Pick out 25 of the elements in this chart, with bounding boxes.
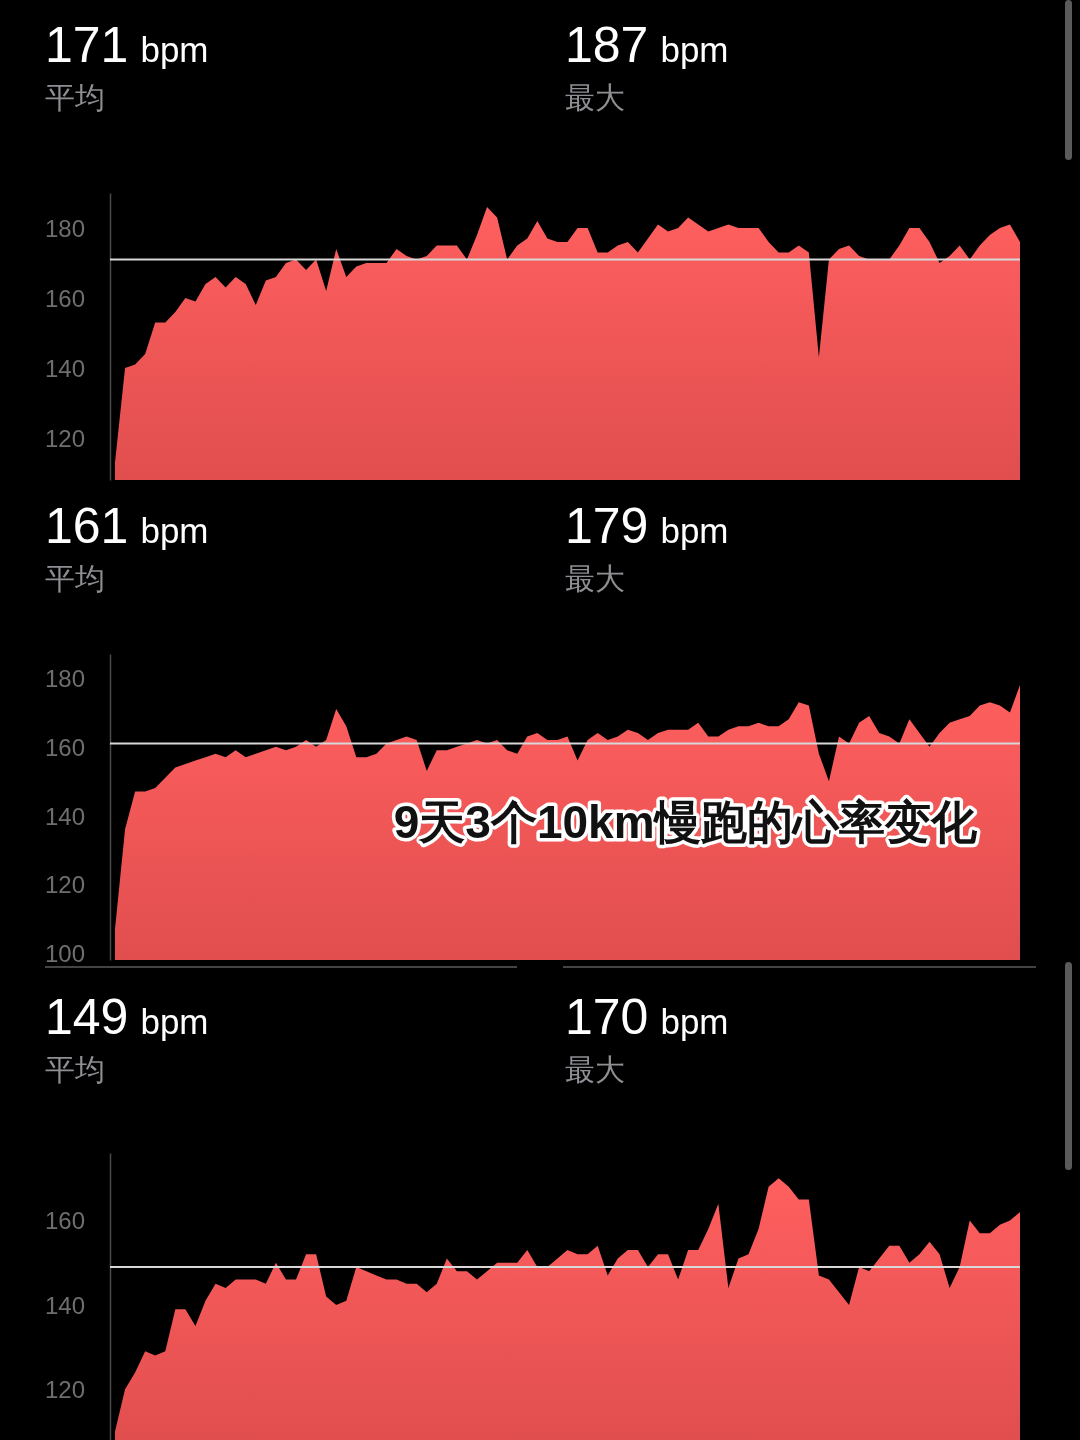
text: 149 bpm xyxy=(45,989,209,1045)
text: 平均 xyxy=(45,81,105,114)
text: 最大 xyxy=(565,81,625,114)
y-tick-label: 160 xyxy=(45,733,86,761)
text: 170 bpm xyxy=(565,989,729,1045)
y-tick-label: 180 xyxy=(45,214,86,242)
text: 平均 xyxy=(45,562,105,595)
text: 187 bpm xyxy=(565,17,729,73)
y-tick-label: 120 xyxy=(45,871,86,899)
y-tick-label: 140 xyxy=(45,802,86,830)
y-tick-label: 160 xyxy=(45,1207,86,1235)
y-tick-label: 160 xyxy=(45,284,86,312)
y-tick-label: 120 xyxy=(45,424,86,452)
y-tick-label: 120 xyxy=(45,1376,86,1404)
y-tick-label: 140 xyxy=(45,1291,86,1319)
text: 171 bpm xyxy=(45,17,209,73)
text: 最大 xyxy=(565,562,625,595)
text: 161 bpm xyxy=(45,498,209,554)
y-tick-label: 180 xyxy=(45,664,86,692)
annotation: 9天3个10km慢跑的心率变化 xyxy=(393,795,978,848)
text: 平均 xyxy=(45,1053,105,1086)
y-tick-label: 100 xyxy=(45,940,86,968)
y-tick-label: 140 xyxy=(45,354,86,382)
text: 最大 xyxy=(565,1053,625,1086)
text: 179 bpm xyxy=(565,498,729,554)
